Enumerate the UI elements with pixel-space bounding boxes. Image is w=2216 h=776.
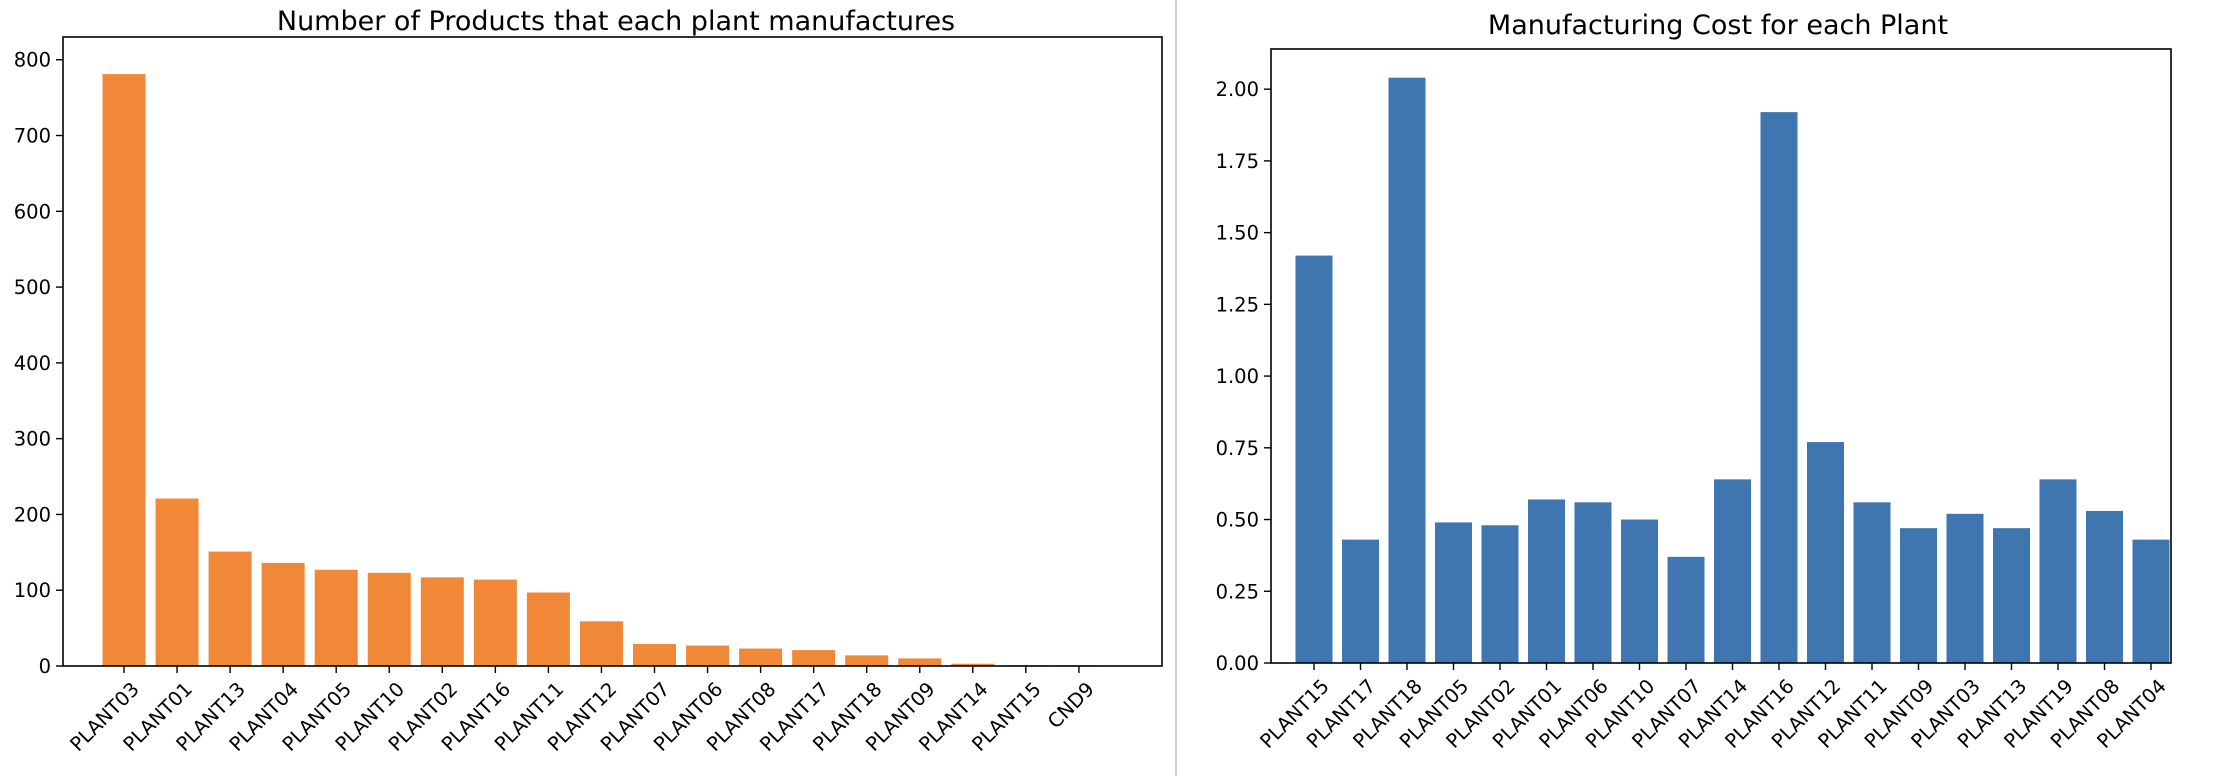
bar-PLANT12 [579,621,623,666]
plot-frame [1270,48,2172,664]
bar-PLANT18 [1388,77,1426,663]
bar-PLANT02 [420,577,464,666]
y-tick-label: 0 [39,655,51,678]
y-tick-label: 1.25 [1216,293,1259,316]
y-tick-label: 100 [14,579,51,602]
bar-PLANT07 [633,644,676,666]
bar-PLANT06 [686,645,730,666]
bar-PLANT14 [1714,479,1751,663]
bar-PLANT10 [367,572,411,666]
bar-PLANT13 [208,551,252,666]
y-tick-label: 200 [14,503,51,526]
bar-PLANT15 [1295,255,1333,663]
bar-PLANT16 [1760,112,1798,664]
bar-PLANT17 [1342,539,1379,663]
y-axis: 0 100 200 300 400 500 600 700 800 [14,49,63,678]
bar-PLANT04 [2132,539,2170,663]
bar-PLANT09 [1900,528,1937,663]
bar-PLANT16 [473,579,517,666]
bar-PLANT05 [1435,522,1472,663]
chart-title: Number of Products that each plant manuf… [277,6,955,37]
bar-PLANT04 [261,562,305,666]
y-tick-label: 2.00 [1216,78,1259,101]
bar-PLANT05 [314,569,358,666]
y-tick-label: 0.00 [1216,652,1259,675]
bar-PLANT01 [1528,499,1565,663]
y-tick-label: 0.75 [1216,437,1259,460]
bar-PLANT11 [526,592,570,666]
bar-PLANT01 [155,498,199,666]
bar-PLANT08 [739,648,783,666]
y-tick-label: 300 [14,428,51,451]
y-tick-label: 0.25 [1216,580,1259,603]
x-axis: PLANT03PLANT01PLANT13PLANT04PLANT05PLANT… [66,666,1099,756]
products-per-plant-chart: Number of Products that each plant manuf… [14,6,1163,756]
bar-PLANT17 [792,650,836,666]
chart-title: Manufacturing Cost for each Plant [1488,10,1948,41]
bar-PLANT12 [1807,442,1844,663]
y-tick-label: 1.00 [1216,365,1259,388]
bar-PLANT11 [1853,502,1891,663]
bar-PLANT07 [1667,556,1705,663]
plot-frame [62,36,1163,667]
x-axis: PLANT15PLANT17PLANT18PLANT05PLANT02PLANT… [1256,663,2171,753]
bars [102,74,1101,666]
y-tick-label: 600 [14,200,51,223]
y-tick-label: 800 [14,49,51,72]
bar-PLANT19 [2039,479,2077,663]
bar-PLANT09 [898,658,942,666]
bar-PLANT06 [1574,502,1612,663]
bar-PLANT14 [951,663,995,666]
bar-PLANT10 [1621,519,1658,663]
y-tick-label: 1.75 [1216,150,1259,173]
bar-PLANT03 [102,74,146,666]
bar-PLANT18 [845,655,889,666]
bar-PLANT13 [1993,528,2030,663]
y-tick-label: 0.50 [1216,509,1259,532]
y-axis: 0.00 0.25 0.50 0.75 1.00 1.25 1.50 1.75 2.00 [1216,78,1271,675]
x-tick-label: CND9 [1043,678,1099,734]
manufacturing-cost-chart: Manufacturing Cost for each Plant 0.000.… [1216,10,2172,753]
y-tick-label: 1.50 [1216,222,1259,245]
y-tick-label: 500 [14,276,51,299]
bars [1295,77,2170,664]
y-tick-label: 400 [14,352,51,375]
bar-PLANT08 [2086,510,2123,663]
bar-PLANT03 [1946,513,1984,663]
bar-PLANT02 [1481,525,1519,663]
y-tick-label: 700 [14,125,51,148]
